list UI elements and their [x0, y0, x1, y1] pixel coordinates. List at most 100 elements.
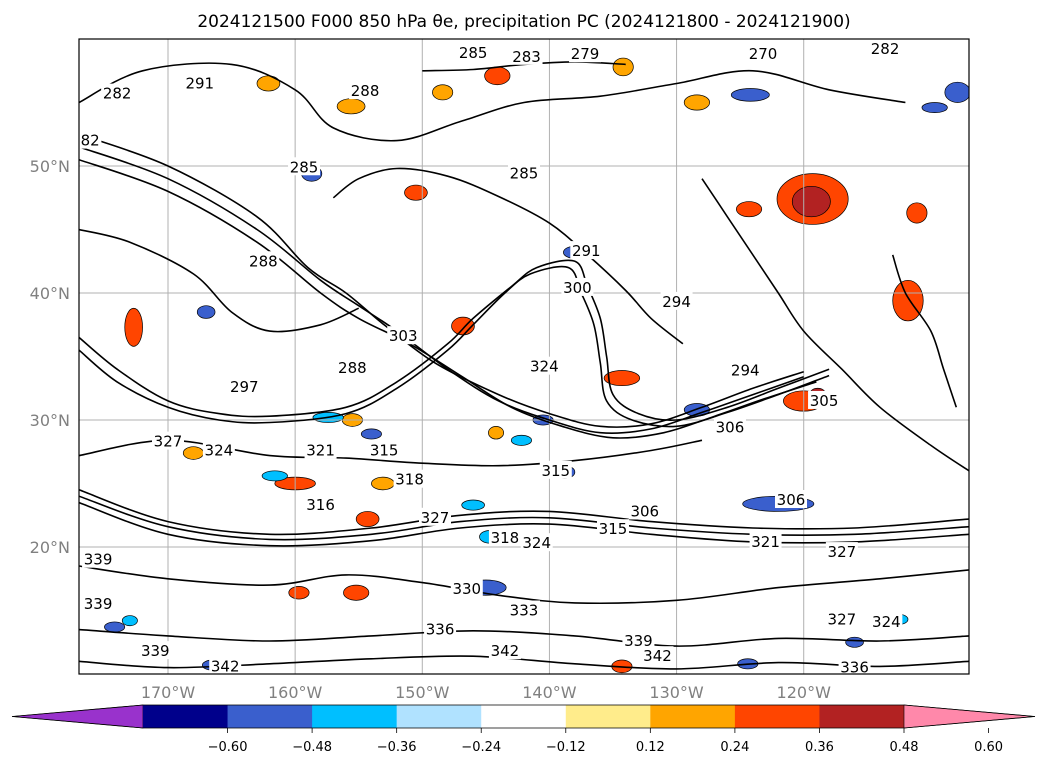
contour-label: 327	[154, 433, 183, 451]
contour-labels: 285 283 279 270 282 291 282 288 282 285 285 288 291 3…	[71, 39, 903, 677]
contour-label-bg	[569, 44, 602, 63]
precip-patch	[256, 75, 281, 92]
contour-label-bg	[641, 646, 674, 665]
contour-label-bg	[82, 549, 115, 568]
precip-patch	[461, 499, 485, 511]
contour-label-bg	[508, 600, 540, 619]
contour-label: 315	[541, 462, 570, 480]
colorbar-tick-label: −0.48	[292, 740, 332, 755]
contour-label-bg	[349, 81, 382, 100]
contour-label-bg	[869, 39, 902, 58]
colorbar-tick-label: 0.12	[636, 740, 665, 755]
contour-label: 339	[84, 595, 113, 613]
contour-label-bg	[838, 657, 871, 674]
theta-e-contour-line	[79, 133, 804, 428]
contour-label: 297	[230, 378, 259, 396]
contour-label-bg	[570, 241, 603, 260]
precip-patch	[432, 84, 454, 101]
contour-label-bg	[419, 507, 451, 526]
contour-label: 288	[338, 359, 367, 377]
contour-label-bg	[747, 44, 780, 63]
contour-label: 336	[426, 621, 455, 639]
precip-patch	[791, 185, 831, 218]
contour-label-bg	[450, 578, 483, 597]
x-tick-labels: 170°W 160°W 150°W 140°W 130°W 120°W	[141, 683, 831, 702]
map-background	[79, 39, 969, 674]
contour-label-bg	[152, 431, 184, 450]
contour-label: 336	[840, 659, 869, 677]
precip-patch	[921, 102, 948, 114]
contour-label: 327	[828, 610, 857, 628]
contour-label-bg	[488, 641, 521, 660]
contour-label: 333	[510, 602, 539, 620]
contour-label-bg	[660, 291, 693, 310]
contour-label: 288	[249, 252, 278, 270]
contour-label-bg	[304, 495, 337, 514]
precip-patch	[488, 426, 505, 440]
contour-label: 327	[828, 543, 857, 561]
precip-patch	[683, 94, 710, 111]
contour-label-bg	[561, 277, 594, 296]
contour-label: 305	[810, 392, 839, 410]
contour-label: 324	[872, 613, 901, 631]
contour-label: 321	[751, 533, 780, 551]
theta-e-contour-line	[79, 228, 360, 333]
contour-label: 283	[512, 48, 541, 66]
contour-label-bg	[183, 73, 216, 92]
colorbar-segment	[312, 705, 398, 728]
colorbar-outline	[11, 704, 1036, 729]
precip-patch	[371, 476, 395, 491]
contour-label: 342	[491, 642, 520, 660]
contour-label: 285	[510, 165, 539, 183]
contour-label: 327	[421, 509, 450, 527]
contour-label-bg	[79, 130, 102, 149]
theta-e-contour-line	[79, 439, 703, 467]
theta-e-contour-line	[79, 489, 969, 536]
colorbar-tick-label: −0.60	[208, 740, 248, 755]
contour-label-bg	[749, 531, 782, 550]
contour-label: 315	[370, 441, 399, 459]
x-tick-label: 150°W	[395, 683, 450, 702]
contour-label: 282	[103, 85, 132, 103]
contour-label: 270	[749, 45, 778, 63]
contour-label: 288	[351, 82, 380, 100]
precip-patch	[355, 511, 380, 528]
contour-label: 294	[662, 293, 691, 311]
colorbar-segment	[565, 705, 651, 728]
contour-label: 303	[389, 327, 418, 345]
contour-label: 342	[643, 647, 672, 665]
precip-patch	[182, 446, 204, 460]
contour-label-bg	[247, 251, 280, 270]
theta-e-contour-line	[701, 178, 969, 472]
contour-label-bg	[870, 611, 903, 630]
colorbar-segment	[481, 705, 567, 728]
contour-label-bg	[825, 542, 858, 561]
contour-label: 282	[71, 132, 100, 150]
contour-label: 282	[871, 40, 900, 58]
contour-label: 339	[624, 632, 653, 650]
colorbar-tick-label: −0.12	[546, 740, 586, 755]
x-tick-label: 160°W	[268, 683, 323, 702]
contour-label-bg	[825, 609, 858, 628]
contour-label-bg	[488, 528, 521, 547]
colorbar-extend-low	[11, 704, 144, 729]
precip-patch	[730, 88, 770, 102]
colorbar-tick-label: 0.48	[890, 740, 919, 755]
contour-label-bg	[775, 490, 807, 509]
contour-label-bg	[228, 376, 261, 395]
contour-label: 324	[205, 441, 234, 459]
contour-label: 294	[731, 361, 760, 379]
contour-label-bg	[508, 163, 540, 182]
theta-e-contour-line	[79, 259, 830, 422]
contour-label: 316	[306, 496, 335, 514]
contour-label: 291	[185, 74, 214, 92]
y-tick-label: 20°N	[30, 538, 70, 557]
colorbar-tick-label: 0.60	[974, 740, 1003, 755]
contour-label: 285	[290, 158, 319, 176]
colorbar-tick-label: −0.36	[377, 740, 417, 755]
contour-label-bg	[628, 501, 661, 520]
colorbar-segment	[396, 705, 482, 728]
contour-label-bg	[713, 417, 746, 436]
contour-label-bg	[393, 469, 426, 488]
